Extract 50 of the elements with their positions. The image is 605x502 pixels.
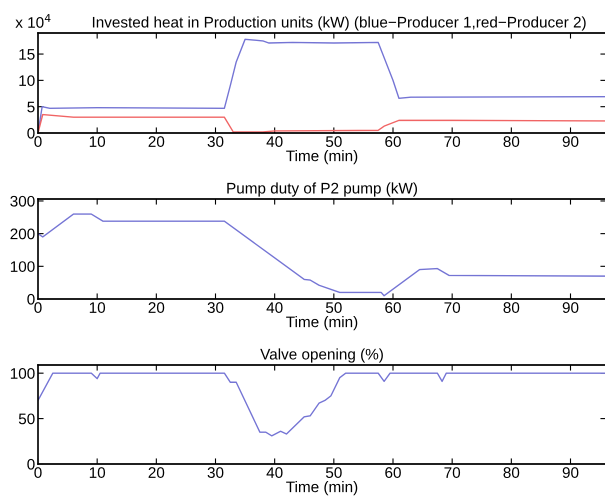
x-tick-label: 80 <box>504 467 520 478</box>
y-tick-label: 5 <box>27 102 35 112</box>
chart-title: Invested heat in Production units (kW) (blue−Producer 1,red−Producer 2) <box>92 16 586 31</box>
y-tick-label: 0 <box>27 128 35 139</box>
x-tick-label: 50 <box>326 467 342 478</box>
x-tick-label: 70 <box>444 467 460 478</box>
line-series <box>38 213 605 296</box>
x-tick-label: 40 <box>266 302 283 313</box>
y-tick-label: 300 <box>10 196 35 207</box>
x-tick-label: 20 <box>148 136 164 147</box>
y-tick-label: 200 <box>10 228 35 240</box>
x-tick-label: 20 <box>148 467 164 478</box>
x-tick-label: 90 <box>562 136 578 147</box>
x-tick-label: 70 <box>444 302 460 313</box>
y-tick-label: 0 <box>27 458 35 470</box>
x-tick-label: 30 <box>208 136 224 147</box>
x-tick-label: 90 <box>562 467 578 478</box>
x-tick-label: 10 <box>90 302 106 313</box>
x-tick-label: 80 <box>504 302 520 313</box>
x-tick-label: 30 <box>208 302 224 313</box>
chart-title: Valve opening (%) <box>260 348 383 363</box>
x-axis-title: Time (min) <box>286 316 358 330</box>
x-tick-label: 20 <box>148 302 164 313</box>
x-tick-label: 30 <box>208 467 224 478</box>
y-tick-label: 10 <box>19 75 35 86</box>
y-tick-label: 15 <box>19 49 35 60</box>
x-tick-label: 60 <box>385 467 401 478</box>
x-tick-label: 0 <box>34 136 42 147</box>
x-tick-label: 40 <box>266 136 283 147</box>
y-tick-label: 100 <box>10 261 35 272</box>
x-axis-title: Time (min) <box>286 150 358 164</box>
line-series <box>38 372 605 437</box>
y-tick-label: 50 <box>18 413 35 424</box>
x-tick-label: 10 <box>90 467 106 478</box>
chart-title: Pump duty of P2 pump (kW) <box>227 182 417 197</box>
x-tick-label: 60 <box>385 302 401 313</box>
x-tick-label: 50 <box>326 136 342 147</box>
x-tick-label: 40 <box>266 467 283 478</box>
x-tick-label: 0 <box>34 302 42 313</box>
x-tick-label: 70 <box>444 136 460 147</box>
x-tick-label: 50 <box>326 302 342 313</box>
text: x 10$^{4}$ <box>15 14 51 28</box>
y-tick-label: 0 <box>27 294 35 305</box>
x-tick-label: 60 <box>385 136 401 147</box>
x-tick-label: 90 <box>562 302 578 313</box>
x-tick-label: 80 <box>504 136 520 147</box>
x-axis-title: Time (min) <box>286 481 358 496</box>
y-tick-label: 100 <box>10 368 35 379</box>
x-tick-label: 0 <box>34 467 42 478</box>
x-tick-label: 10 <box>90 136 106 147</box>
